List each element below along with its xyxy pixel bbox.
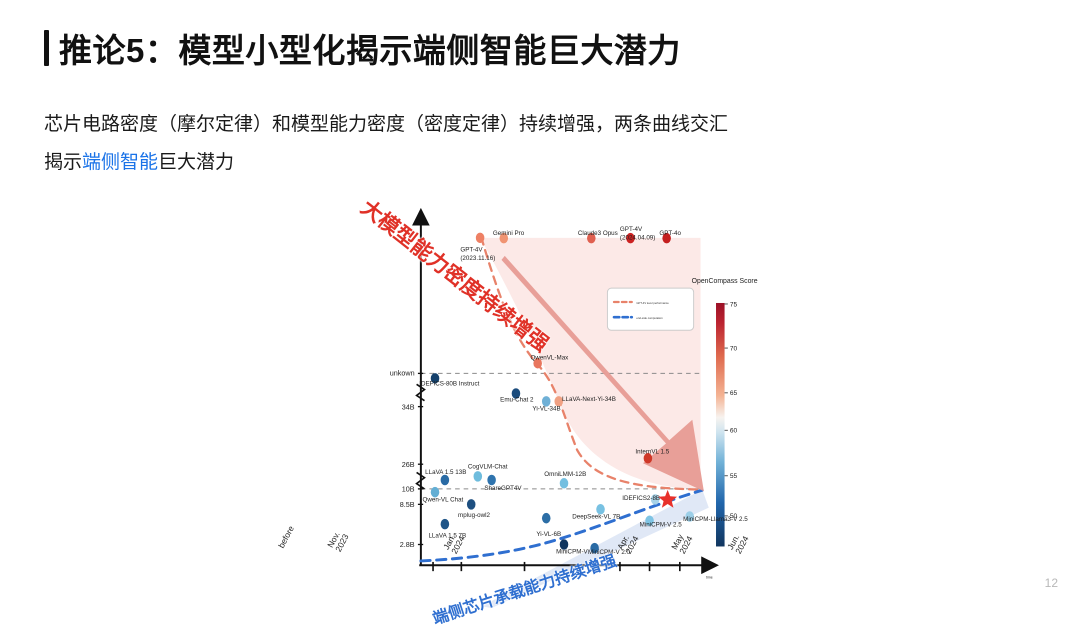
- reference-gridlines: [420, 372, 701, 490]
- data-point: [499, 232, 509, 244]
- data-point: [626, 232, 635, 244]
- y-tick-unkown: unkown: [390, 369, 415, 378]
- data-point-label: Qwen-VL Chat: [423, 496, 464, 503]
- data-point: [440, 518, 450, 530]
- data-point: [643, 453, 653, 464]
- data-point: [466, 499, 476, 510]
- data-point: [645, 515, 654, 527]
- data-point-label: Emu-Chat 2: [500, 397, 534, 404]
- data-point: [685, 511, 694, 522]
- data-point: [487, 474, 496, 486]
- chart-canvas: model size time unkown 34B 26B 10B 8.5B …: [382, 207, 758, 608]
- colorbar-tick-labels: 75 70 65 60 55 50: [730, 301, 738, 520]
- y-tick-10b: 10B: [402, 485, 415, 494]
- data-point: [662, 232, 671, 244]
- data-point-label: (2024.04.09): [620, 234, 655, 241]
- subtitle-line-2: 揭示端侧智能巨大潜力: [44, 144, 1044, 182]
- subtitle-prefix: 揭示: [44, 152, 83, 173]
- colorbar-tick-5: 50: [730, 513, 738, 520]
- data-points: [430, 232, 694, 554]
- data-point-label: InternVL 1.5: [635, 449, 669, 456]
- colorbar-tick-0: 75: [730, 301, 738, 308]
- legend-label-0: GPT-4V level performance: [636, 301, 669, 305]
- data-point: [559, 478, 569, 489]
- data-point: [554, 396, 564, 407]
- axes: [411, 207, 719, 575]
- colorbar-title: OpenCompass Score: [692, 278, 758, 285]
- data-point-label: CogVLM-Chat: [468, 463, 508, 470]
- x-axis-label: time: [706, 575, 713, 579]
- data-point-label: LLaVA 1.5 13B: [425, 469, 466, 476]
- data-point: [650, 494, 660, 505]
- page-number: 12: [1044, 576, 1058, 590]
- legend-label-1: end-side computation: [636, 316, 663, 320]
- colorbar-tick-1: 70: [730, 345, 738, 352]
- end-side-computation-curve: [419, 488, 704, 563]
- data-point: [430, 486, 440, 498]
- data-point-label: ShareGPT4V: [484, 485, 522, 492]
- y-tick-26b: 26B: [402, 460, 415, 469]
- y-tick-labels: unkown 34B 26B 10B 8.5B 2.8B: [390, 369, 415, 549]
- data-point: [590, 542, 599, 554]
- data-point: [559, 539, 569, 550]
- data-point-label: MiniCPM-Llama3-V 2.5: [683, 516, 748, 523]
- y-tick-8-5b: 8.5B: [400, 500, 415, 509]
- subtitle-line-1: 芯片电路密度（摩尔定律）和模型能力密度（密度定律）持续增强，两条曲线交汇: [44, 114, 729, 135]
- data-point-label: mplug-owl2: [458, 512, 490, 519]
- red-trend-arrow: [501, 255, 704, 492]
- data-point-label: Yi-VL-34B: [532, 406, 560, 413]
- colorbar-tick-4: 55: [730, 473, 738, 480]
- colorbar-tick-2: 65: [730, 390, 738, 397]
- data-point: [475, 232, 485, 244]
- data-point: [533, 357, 542, 369]
- data-point-label: GPT-4o: [659, 230, 681, 237]
- data-point: [541, 396, 551, 407]
- data-point-label: LLaVA 1.5 7B: [428, 532, 466, 539]
- data-point-label: IDEFICS2-8B: [622, 495, 660, 502]
- data-point-label: GPT-4V: [460, 247, 483, 254]
- title-accent-bar: [44, 30, 49, 66]
- data-point-label: Yi-VL-6B: [536, 531, 561, 538]
- y-tick-2-8b: 2.8B: [400, 540, 415, 549]
- data-point-label: GPT-4V: [620, 226, 643, 233]
- subtitle-suffix: 巨大潜力: [158, 152, 235, 173]
- data-point-label: Gemini Pro: [493, 230, 525, 237]
- colorbar: OpenCompass Score 75 70 65 60 55 50: [692, 278, 758, 547]
- data-point: [473, 471, 483, 482]
- data-point: [587, 232, 596, 244]
- data-point: [440, 474, 450, 486]
- data-point: [430, 373, 440, 384]
- data-point-label: Claude3 Opus: [578, 230, 618, 237]
- data-point-label: IDEFICS-80B Instruct: [419, 381, 479, 388]
- chart-legend: GPT-4V level performance end-side comput…: [606, 287, 695, 331]
- model-size-vs-time-scatter-chart: model size time unkown 34B 26B 10B 8.5B …: [150, 196, 1080, 628]
- data-point-label: LLaVA-Next-Yi-34B: [562, 396, 616, 403]
- subtitle-highlight: 端侧智能: [82, 152, 159, 173]
- data-point-label: MiniCPM-V 2.5: [640, 522, 683, 529]
- y-tick-34b: 34B: [402, 402, 415, 411]
- title-text: 推论5：模型小型化揭示端侧智能巨大潜力: [59, 32, 681, 69]
- data-point-label: DeepSeek-VL 7B: [572, 514, 620, 521]
- data-point-labels: GPT-4V(2023.11.16)Gemini Pro Claude3 Opus…: [419, 226, 748, 556]
- subtitle: 芯片电路密度（摩尔定律）和模型能力密度（密度定律）持续增强，两条曲线交汇 揭示端…: [44, 106, 1044, 182]
- data-point-label: QwenVL-Max: [530, 354, 569, 361]
- data-point: [541, 512, 551, 524]
- data-point-label: (2023.11.16): [460, 255, 495, 262]
- page-title: 推论5：模型小型化揭示端侧智能巨大潜力: [44, 24, 681, 72]
- data-point-label: MiniCPM-V 2.0: [588, 549, 631, 556]
- data-point-label: OmniLMM-12B: [544, 471, 586, 478]
- data-point: [511, 388, 521, 399]
- data-point-label: MiniCPM-V: [556, 549, 588, 556]
- colorbar-tick-3: 60: [730, 428, 738, 435]
- y-axis-label: model size: [382, 222, 399, 226]
- highlight-star-icon: [658, 489, 678, 508]
- data-point: [596, 504, 605, 515]
